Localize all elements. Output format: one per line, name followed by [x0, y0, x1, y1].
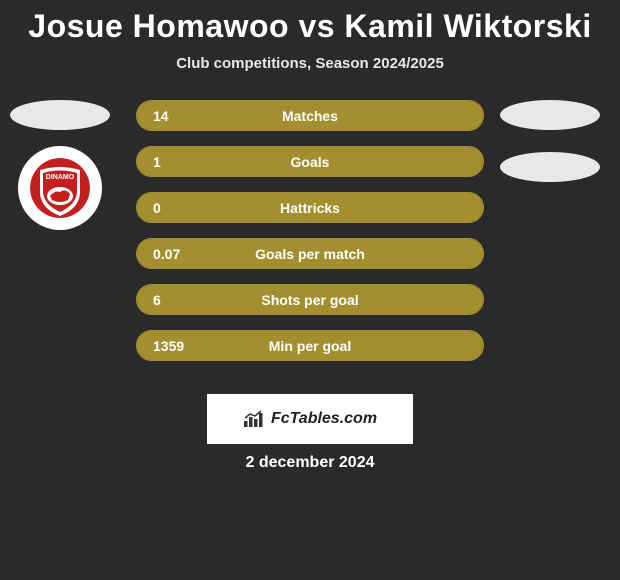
fctables-chart-icon — [243, 410, 265, 428]
stat-bar: 0 Hattricks — [136, 192, 484, 223]
stat-bar: 0.07 Goals per match — [136, 238, 484, 269]
right-player-placeholder-2 — [500, 152, 600, 182]
stat-bar: 1 Goals — [136, 146, 484, 177]
stat-value-left: 1359 — [153, 338, 184, 354]
stat-label: Hattricks — [280, 200, 340, 216]
stat-bar: 6 Shots per goal — [136, 284, 484, 315]
stat-value-left: 14 — [153, 108, 169, 124]
stat-bar: 14 Matches — [136, 100, 484, 131]
stat-value-left: 0.07 — [153, 246, 180, 262]
comparison-content: DINAMO 14 Matches 1 Goals 0 Hattricks 0.07 Goal… — [0, 100, 620, 400]
dinamo-badge-icon: DINAMO — [30, 158, 90, 218]
left-player-placeholder — [10, 100, 110, 130]
right-team-column — [500, 100, 600, 182]
subtitle: Club competitions, Season 2024/2025 — [0, 55, 620, 72]
stat-label: Goals — [291, 154, 330, 170]
fctables-watermark: FcTables.com — [207, 394, 413, 444]
stats-container: 14 Matches 1 Goals 0 Hattricks 0.07 Goals per m… — [136, 100, 484, 361]
right-player-placeholder-1 — [500, 100, 600, 130]
stat-value-left: 1 — [153, 154, 161, 170]
page-title: Josue Homawoo vs Kamil Wiktorski — [0, 0, 620, 45]
stat-value-left: 0 — [153, 200, 161, 216]
svg-text:DINAMO: DINAMO — [46, 174, 75, 181]
date-label: 2 december 2024 — [246, 454, 375, 472]
stat-label: Goals per match — [255, 246, 365, 262]
stat-label: Min per goal — [269, 338, 351, 354]
stat-label: Shots per goal — [261, 292, 358, 308]
fctables-label: FcTables.com — [271, 410, 377, 428]
stat-value-left: 6 — [153, 292, 161, 308]
left-team-column: DINAMO — [10, 100, 110, 230]
stat-bar: 1359 Min per goal — [136, 330, 484, 361]
stat-label: Matches — [282, 108, 338, 124]
left-club-badge: DINAMO — [18, 146, 102, 230]
